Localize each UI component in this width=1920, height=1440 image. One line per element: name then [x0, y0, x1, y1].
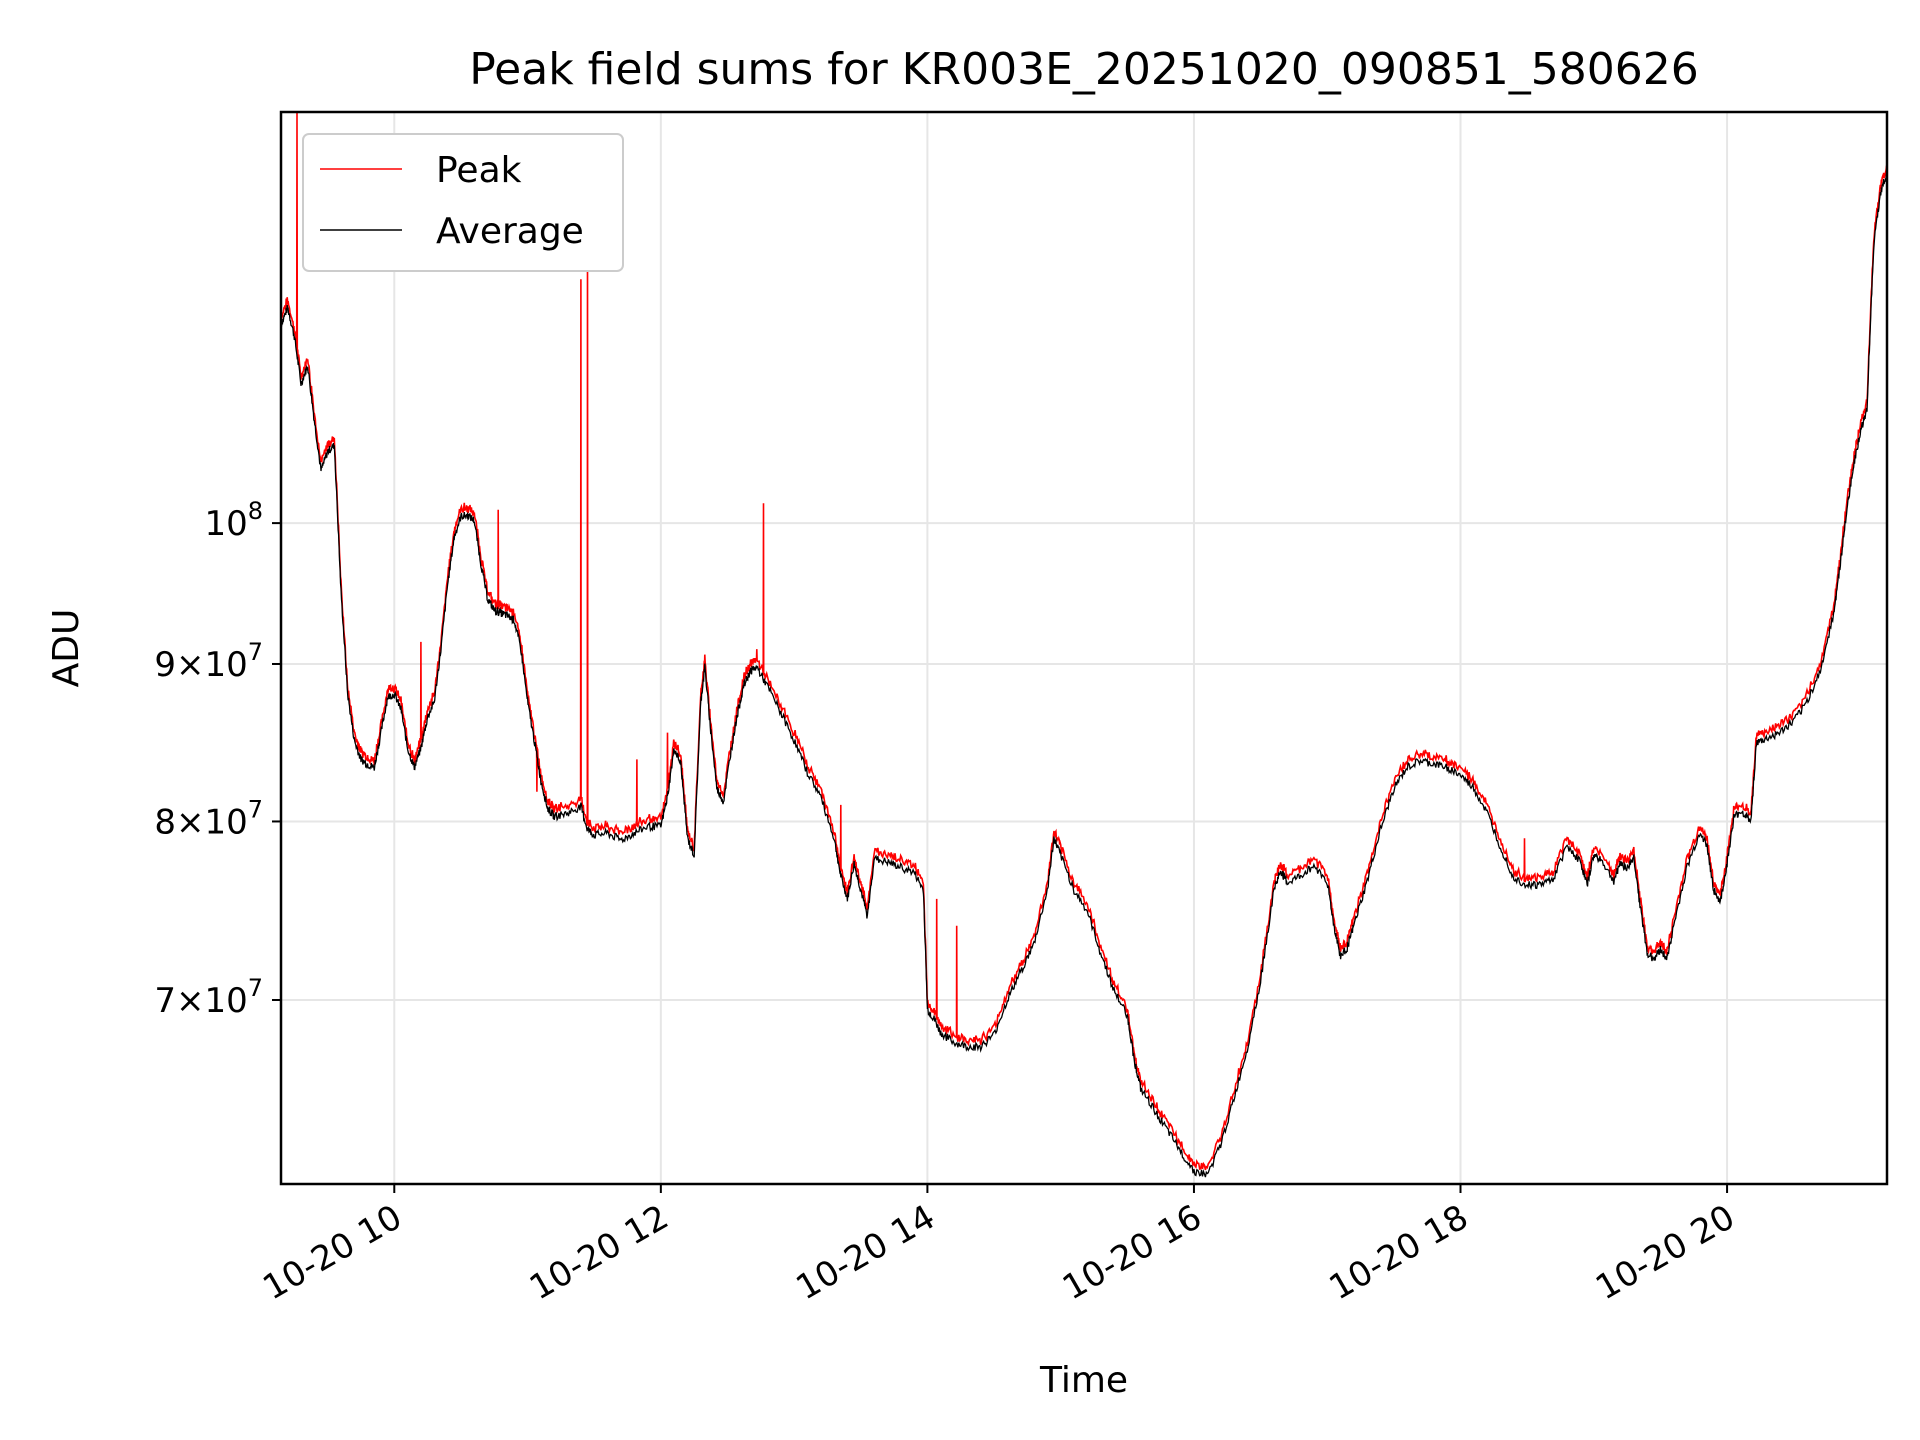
y-tick-label: 9×107 [154, 638, 263, 685]
series-lines [281, 112, 1887, 1178]
y-axis-label: ADU [46, 609, 87, 688]
average-series-line [281, 172, 1887, 1178]
x-axis-label: Time [1039, 1360, 1128, 1401]
y-axis: 7×107 8×107 9×107 108 [154, 497, 281, 1021]
plot-frame [279, 110, 1889, 1186]
chart-title: Peak field sums for KR003E_20251020_0908… [469, 44, 1699, 95]
y-tick-label: 8×107 [154, 795, 263, 842]
legend-average-label: Average [436, 211, 584, 252]
legend: Peak Average [302, 133, 624, 272]
y-tick-label: 7×107 [154, 974, 263, 1021]
peak-series-line [281, 112, 1887, 1171]
gridlines [281, 112, 1887, 1184]
y-tick-label: 108 [204, 497, 263, 544]
legend-peak-label: Peak [436, 150, 522, 191]
